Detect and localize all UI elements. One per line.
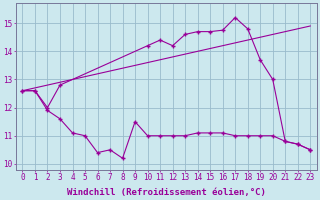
- X-axis label: Windchill (Refroidissement éolien,°C): Windchill (Refroidissement éolien,°C): [67, 188, 266, 197]
